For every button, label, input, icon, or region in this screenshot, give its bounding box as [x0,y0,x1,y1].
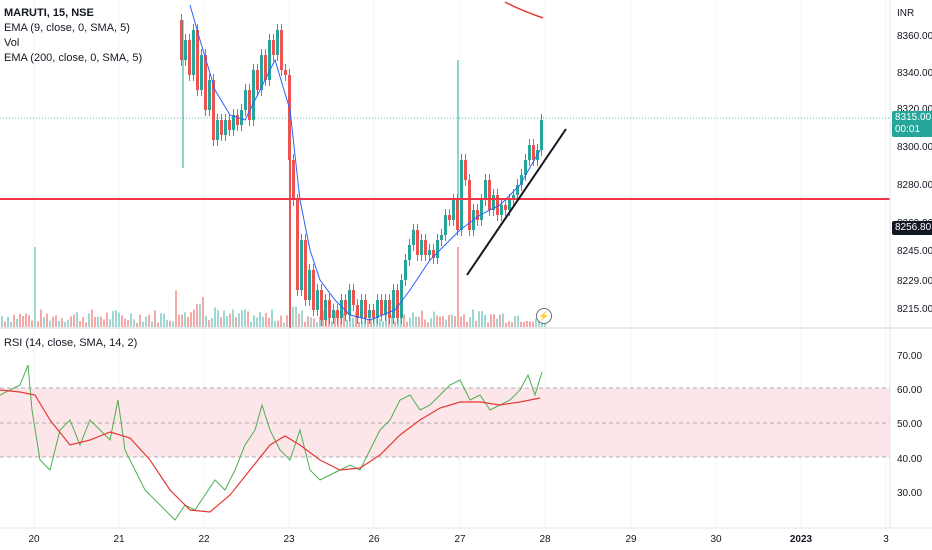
price-tick: 8320.00 [897,104,932,115]
price-axis[interactable]: 8360.008340.008320.008300.008280.008260.… [897,31,932,315]
rsi-legend[interactable]: RSI (14, close, SMA, 14, 2) [4,337,138,349]
price-tick: 8340.00 [897,68,932,79]
rsi-tick: 60.00 [897,385,922,396]
symbol-title[interactable]: MARUTI, 15, NSE [4,7,94,19]
last-price-value: 8315.00 [895,112,932,123]
rsi-tick: 70.00 [897,351,922,362]
time-tick: 3 [883,534,889,545]
price-tick: 8245.00 [897,246,932,257]
time-axis[interactable]: 20 21 22 23 26 27 28 29 30 2023 3 [28,534,889,545]
time-tick: 27 [454,534,466,545]
time-tick: 20 [28,534,40,545]
time-tick: 23 [283,534,295,545]
volume-bars [1,247,546,327]
price-tick: 8280.00 [897,180,932,191]
ema9-legend[interactable]: EMA (9, close, 0, SMA, 5) [4,22,130,34]
rsi-tick: 40.00 [897,454,922,465]
time-tick: 30 [710,534,722,545]
candlesticks [180,14,543,328]
level-price-tag: 8256.80 [892,221,932,235]
ema-line [189,4,541,321]
chart-legend: MARUTI, 15, NSE EMA (9, close, 0, SMA, 5… [4,6,142,66]
rsi-axis[interactable]: 70.00 60.00 50.00 40.00 30.00 [897,351,922,499]
trend-line[interactable] [466,128,567,276]
time-tick: 2023 [790,534,813,545]
ema200-legend[interactable]: EMA (200, close, 0, SMA, 5) [4,52,143,64]
time-tick: 21 [113,534,125,545]
rsi-tick: 30.00 [897,488,922,499]
rsi-tick: 50.00 [897,419,922,430]
lightning-icon[interactable]: ⚡ [536,308,552,324]
time-tick: 22 [198,534,210,545]
rsi-line [0,364,543,521]
rsi-band [0,388,890,457]
vol-legend[interactable]: Vol [4,37,20,49]
countdown-value: 00:01 [895,124,921,135]
price-tick: 8360.00 [897,31,932,42]
price-tick: 8215.00 [897,304,932,315]
ema200-line [504,1,544,19]
rsi-ma-line [0,389,541,513]
time-tick: 26 [368,534,380,545]
currency-label: INR [897,8,915,19]
price-tick: 8300.00 [897,142,932,153]
time-tick: 28 [539,534,551,545]
time-tick: 29 [625,534,637,545]
last-price-tag: 8315.00 00:01 [892,111,932,137]
price-tick: 8229.00 [897,276,932,287]
